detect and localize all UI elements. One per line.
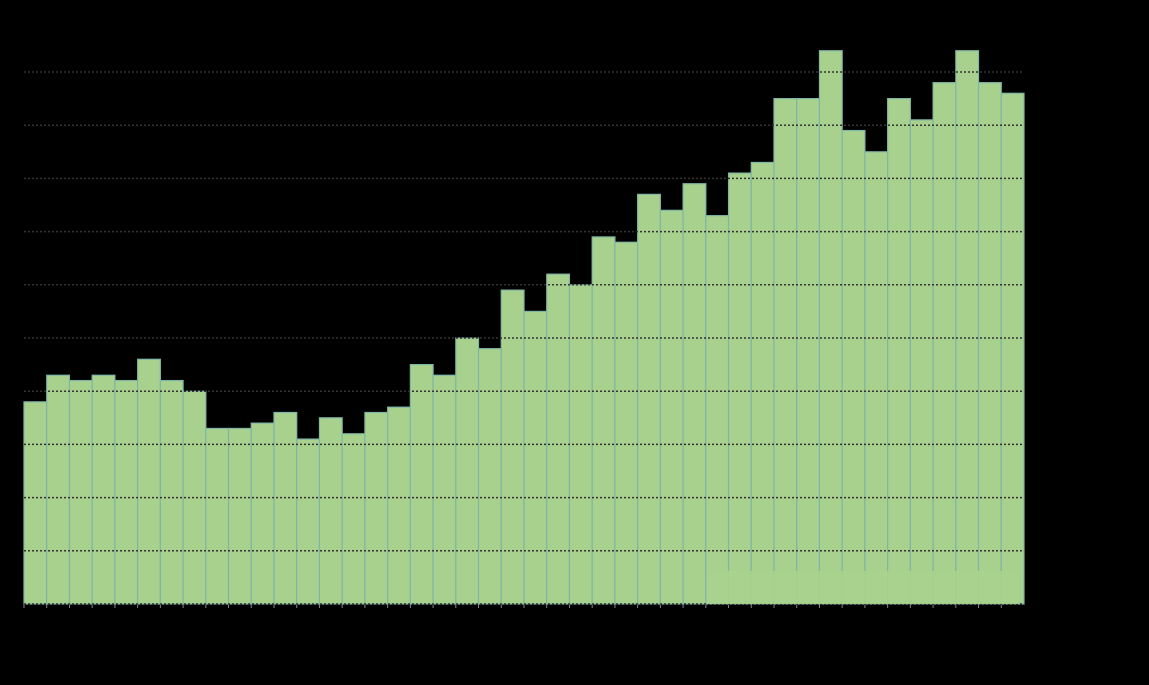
bar xyxy=(955,50,980,605)
bar xyxy=(455,337,480,605)
bar xyxy=(387,406,411,605)
bar xyxy=(205,427,230,605)
bar xyxy=(727,172,752,605)
bar xyxy=(977,82,1002,605)
bar xyxy=(614,241,639,605)
bar xyxy=(682,183,707,605)
bar xyxy=(23,401,48,605)
bar xyxy=(477,348,502,605)
bar xyxy=(818,50,843,605)
bar xyxy=(159,379,184,605)
bar xyxy=(273,411,298,605)
bar xyxy=(932,82,957,605)
bar xyxy=(46,374,71,605)
bar xyxy=(409,364,434,605)
bar xyxy=(887,97,911,605)
bar xyxy=(182,390,207,605)
bar xyxy=(909,119,934,605)
bar xyxy=(796,97,821,605)
bar xyxy=(591,236,616,605)
bar xyxy=(364,411,389,605)
bar xyxy=(500,289,525,605)
bar xyxy=(705,215,730,605)
bar xyxy=(659,209,684,605)
bar xyxy=(432,374,457,605)
bar xyxy=(137,358,161,605)
bar xyxy=(546,273,571,605)
legend-box xyxy=(707,571,1018,604)
bar xyxy=(841,129,866,605)
bar xyxy=(114,379,139,605)
bar xyxy=(1000,92,1025,605)
bar xyxy=(523,310,548,605)
bar xyxy=(227,427,252,605)
bar xyxy=(68,379,93,605)
bar xyxy=(250,422,275,605)
bar xyxy=(296,438,321,605)
bar xyxy=(864,151,889,605)
bar xyxy=(341,433,366,605)
bar xyxy=(91,374,116,605)
bar xyxy=(318,417,343,605)
bar xyxy=(637,193,661,605)
bar xyxy=(773,97,798,605)
bar xyxy=(750,161,775,605)
